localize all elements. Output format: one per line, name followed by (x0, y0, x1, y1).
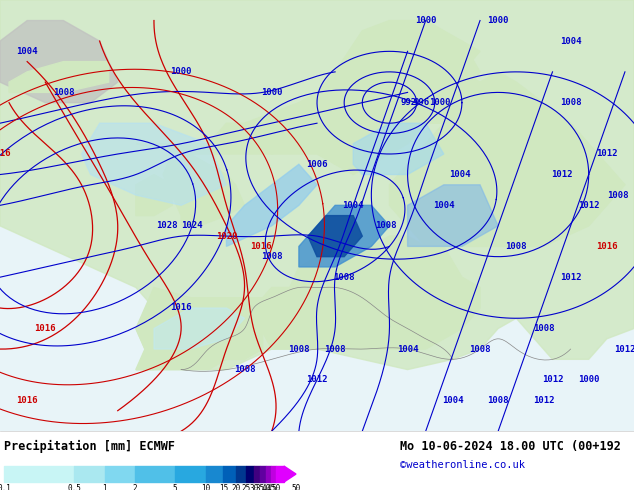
Polygon shape (136, 41, 480, 164)
Text: 1004: 1004 (397, 344, 418, 354)
Text: 2: 2 (133, 484, 138, 490)
Polygon shape (82, 123, 226, 205)
Polygon shape (0, 0, 634, 369)
Polygon shape (408, 185, 498, 246)
Text: 1000: 1000 (578, 375, 600, 384)
Polygon shape (226, 164, 317, 246)
Text: 1020: 1020 (216, 232, 237, 241)
Text: 20: 20 (231, 484, 240, 490)
Bar (4, 466, 74, 482)
Text: 1012: 1012 (560, 273, 581, 282)
Bar (261, 466, 266, 482)
Bar (271, 466, 276, 482)
Text: 1008: 1008 (261, 252, 283, 261)
Text: 1008: 1008 (505, 242, 527, 251)
Text: 45: 45 (267, 484, 276, 490)
Text: 5: 5 (173, 484, 178, 490)
Text: 1028: 1028 (156, 221, 178, 230)
Text: 1004: 1004 (342, 201, 364, 210)
Text: 35: 35 (256, 484, 265, 490)
Text: 1004: 1004 (433, 201, 455, 210)
Polygon shape (209, 236, 480, 349)
Bar (135, 466, 175, 482)
Text: 1016: 1016 (0, 149, 11, 158)
Bar (276, 466, 284, 482)
Text: 1000: 1000 (429, 98, 451, 107)
Text: 1016: 1016 (34, 324, 56, 333)
Text: 10: 10 (201, 484, 210, 490)
Text: 1004: 1004 (560, 37, 581, 46)
Polygon shape (0, 21, 118, 103)
Text: 1016: 1016 (250, 242, 271, 251)
Text: 15: 15 (219, 484, 228, 490)
Text: 1012: 1012 (578, 201, 600, 210)
Text: 1008: 1008 (488, 396, 509, 405)
Polygon shape (136, 288, 262, 369)
Text: 1008: 1008 (607, 191, 628, 199)
Bar (236, 466, 246, 482)
Text: 1016: 1016 (171, 303, 192, 313)
Text: ©weatheronline.co.uk: ©weatheronline.co.uk (400, 460, 525, 470)
Text: 992: 992 (401, 98, 417, 107)
Text: 25: 25 (241, 484, 250, 490)
Polygon shape (154, 308, 245, 349)
Bar (246, 466, 254, 482)
Bar (74, 466, 105, 482)
Bar (205, 466, 223, 482)
Text: 1008: 1008 (234, 365, 256, 374)
Bar (266, 466, 271, 482)
Text: 1008: 1008 (325, 344, 346, 354)
Text: 1024: 1024 (181, 221, 203, 230)
Polygon shape (136, 174, 172, 216)
Text: 1008: 1008 (53, 88, 74, 97)
Text: 1012: 1012 (306, 375, 328, 384)
Text: 1012: 1012 (614, 344, 634, 354)
Bar (223, 466, 236, 482)
Bar (254, 466, 261, 482)
Text: 1004: 1004 (16, 47, 38, 56)
Text: 1016: 1016 (16, 396, 38, 405)
Text: 0.5: 0.5 (67, 484, 81, 490)
Text: 996: 996 (413, 98, 429, 107)
Text: 40: 40 (262, 484, 271, 490)
Text: 1008: 1008 (288, 344, 309, 354)
Polygon shape (272, 21, 480, 174)
Text: 1012: 1012 (533, 396, 554, 405)
Polygon shape (9, 62, 108, 93)
Text: 1008: 1008 (333, 273, 355, 282)
Bar (105, 466, 135, 482)
Text: 1006: 1006 (306, 160, 328, 169)
Text: 1000: 1000 (415, 16, 436, 25)
Polygon shape (163, 144, 245, 226)
Polygon shape (353, 123, 444, 174)
Text: 30: 30 (249, 484, 258, 490)
Text: 1000: 1000 (488, 16, 509, 25)
Polygon shape (284, 466, 296, 482)
Text: Mo 10-06-2024 18.00 UTC (00+192: Mo 10-06-2024 18.00 UTC (00+192 (400, 440, 621, 453)
Text: 1008: 1008 (533, 324, 554, 333)
Text: 1000: 1000 (261, 88, 283, 97)
Text: 1004: 1004 (450, 170, 471, 179)
Polygon shape (299, 205, 389, 267)
Text: 1012: 1012 (541, 375, 563, 384)
Polygon shape (0, 0, 634, 431)
Text: 1008: 1008 (375, 221, 397, 230)
Text: 1004: 1004 (442, 396, 463, 405)
Text: 1016: 1016 (596, 242, 618, 251)
Text: 50: 50 (271, 484, 281, 490)
Text: 50: 50 (292, 484, 301, 490)
Polygon shape (389, 72, 625, 246)
Text: 1: 1 (103, 484, 107, 490)
Text: 1008: 1008 (469, 344, 491, 354)
Text: 1012: 1012 (596, 149, 618, 158)
Bar (175, 466, 205, 482)
Text: 1000: 1000 (171, 67, 192, 76)
Text: 0.1: 0.1 (0, 484, 11, 490)
Polygon shape (308, 216, 362, 257)
Text: Precipitation [mm] ECMWF: Precipitation [mm] ECMWF (4, 440, 175, 453)
Text: 1008: 1008 (560, 98, 581, 107)
Text: 1012: 1012 (551, 170, 573, 179)
